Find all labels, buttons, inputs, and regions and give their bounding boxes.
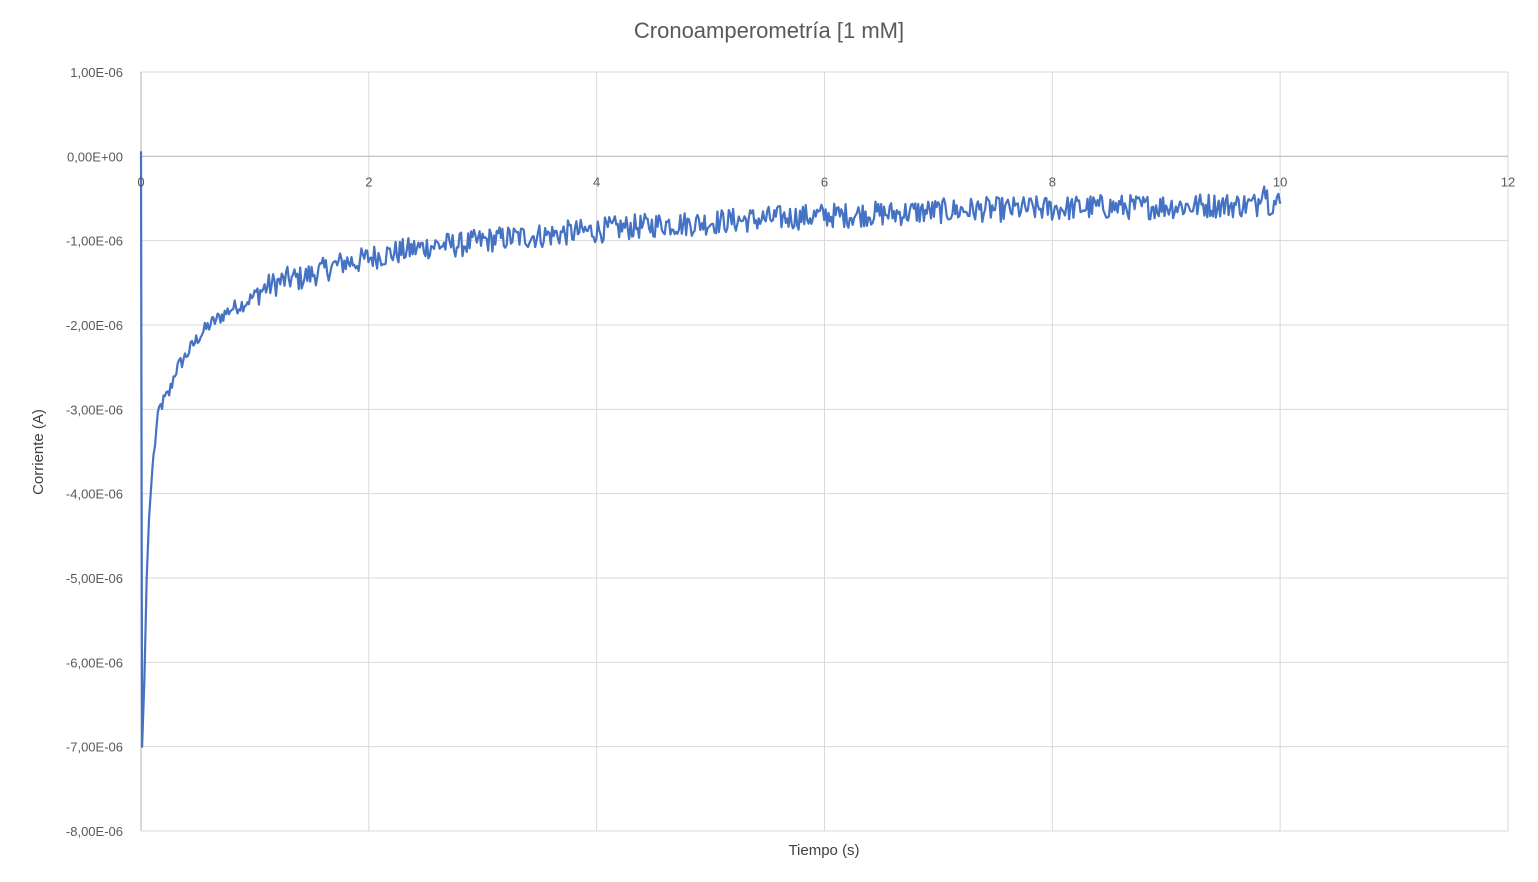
y-tick-label: -5,00E-06	[66, 571, 123, 586]
x-tick-label: 6	[821, 174, 828, 189]
y-tick-label: 0,00E+00	[67, 149, 123, 164]
y-tick-label: -3,00E-06	[66, 402, 123, 417]
x-tick-label: 2	[365, 174, 372, 189]
series-layer	[139, 151, 1282, 748]
tick-labels: 1,00E-06 0,00E+00 -1,00E-06 -2,00E-06 -3,00E…	[66, 65, 1515, 839]
y-tick-label: -8,00E-06	[66, 824, 123, 839]
x-tick-label: 8	[1049, 174, 1056, 189]
x-axis-title: Tiempo (s)	[788, 842, 859, 859]
series-line	[139, 151, 1282, 748]
y-tick-label: -4,00E-06	[66, 487, 123, 502]
y-tick-label: 1,00E-06	[70, 65, 123, 80]
y-tick-label: -1,00E-06	[66, 234, 123, 249]
y-tick-label: -2,00E-06	[66, 318, 123, 333]
x-tick-label: 12	[1501, 174, 1515, 189]
chart-title: Cronoamperometría [1 mM]	[634, 18, 904, 43]
y-tick-label: -7,00E-06	[66, 740, 123, 755]
y-axis-title: Corriente (A)	[30, 409, 47, 495]
y-tick-label: -6,00E-06	[66, 655, 123, 670]
x-tick-label: 4	[593, 174, 600, 189]
x-tick-label: 0	[137, 174, 144, 189]
gridlines	[141, 71, 1509, 832]
x-tick-label: 10	[1273, 174, 1287, 189]
